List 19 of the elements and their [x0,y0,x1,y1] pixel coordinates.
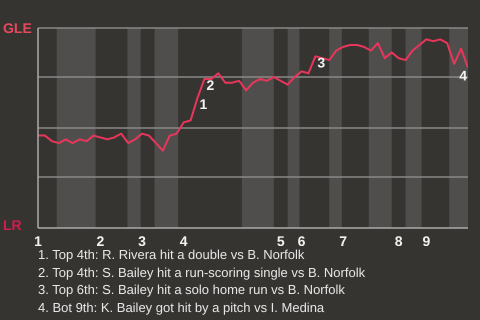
text: GLE [3,19,32,37]
x-tick-label: 3 [138,232,146,249]
annotation: 1 [200,96,208,112]
text: 3. Top 6th: S. Bailey hit a solo home run vs B. Norfolk [38,281,346,298]
x-tick-label: 2 [96,232,105,249]
annotation: 2 [206,76,214,93]
x-tick-label: 1 [34,232,42,249]
x-tick-label: 7 [339,232,348,249]
x-tick-label: 6 [298,232,306,249]
annotation: 4 [459,68,468,84]
x-tick-label: 4 [180,232,188,249]
text: 4. Bot 9th: K. Bailey got hit by a pitch vs I. Medina [38,298,326,316]
annotation: 3 [317,54,326,70]
x-tick-label: 5 [276,232,285,249]
text: 2. Top 4th: S. Bailey hit a run-scoring single vs B. Norfolk [38,264,366,281]
x-tick-label: 8 [394,232,403,249]
x-tick-label: 9 [422,232,430,249]
text: LR [3,216,22,234]
text: 1. Top 4th: R. Rivera hit a double vs B. Norfolk [38,247,304,262]
